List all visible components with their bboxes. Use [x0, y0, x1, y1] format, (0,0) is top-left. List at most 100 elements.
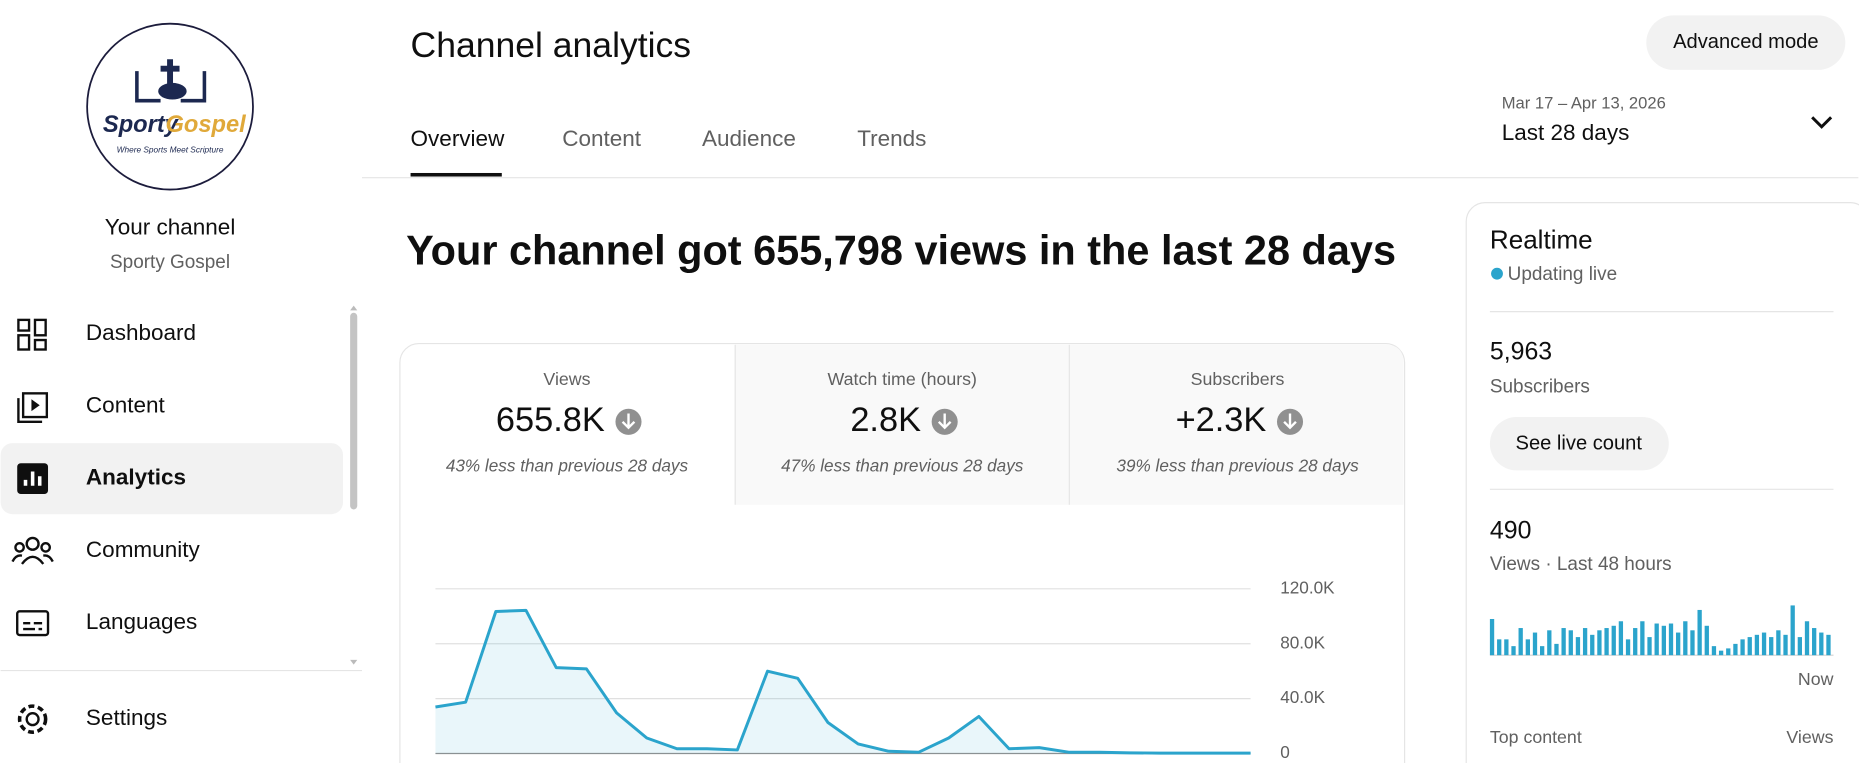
date-picker[interactable]: Mar 17 – Apr 13, 2026 Last 28 days: [1502, 94, 1833, 145]
bar: [1590, 634, 1595, 656]
nav-label: Settings: [86, 705, 167, 730]
channel-label: Your channel: [105, 215, 236, 240]
bar: [1489, 618, 1495, 656]
nav-label: Content: [86, 392, 166, 417]
sidebar: Sporty Gospel Where Sports Meet Scriptur…: [0, 22, 362, 734]
metric-value: 2.8K: [850, 401, 921, 439]
bar: [1761, 632, 1767, 656]
views-label: Views · Last 48 hours: [1490, 554, 1672, 575]
bar: [1747, 637, 1752, 656]
live-status: Updating live: [1508, 264, 1617, 285]
tab[interactable]: Overview: [411, 126, 506, 151]
bar: [1826, 634, 1831, 656]
bar: [1690, 630, 1695, 656]
bar: [1640, 621, 1645, 656]
button-bg: [1489, 417, 1669, 471]
bar: [1804, 621, 1810, 656]
nav-label: Analytics: [86, 465, 186, 490]
bar: [1575, 637, 1581, 656]
icon: [14, 542, 25, 553]
bar: [1532, 632, 1538, 656]
y-tick-label: 0: [1280, 742, 1290, 762]
live-count-button[interactable]: See live count: [1489, 417, 1669, 471]
tab[interactable]: Trends: [857, 126, 926, 151]
top-views: Views: [1786, 727, 1833, 747]
nav-item[interactable]: Settings: [17, 704, 168, 734]
icon: [25, 536, 40, 551]
bar: [1783, 634, 1788, 656]
icon: [40, 542, 51, 553]
date-range: Mar 17 – Apr 13, 2026: [1502, 94, 1666, 113]
bar: [1654, 623, 1659, 656]
bar: [1733, 643, 1738, 656]
bar: [1812, 628, 1817, 656]
chevron: [1811, 116, 1833, 129]
bar: [1497, 639, 1502, 656]
y-tick-label: 120.0K: [1280, 577, 1335, 597]
icon: [17, 704, 48, 734]
tab[interactable]: Content: [562, 126, 642, 151]
advanced-button[interactable]: Advanced mode: [1646, 15, 1846, 70]
bar: [1547, 630, 1552, 656]
tab-indicator: [410, 172, 502, 177]
views-count: 490: [1490, 517, 1532, 545]
bar: [1611, 625, 1616, 656]
bar: [1661, 625, 1666, 656]
bar: [1554, 643, 1559, 656]
realtime-title: Realtime: [1490, 225, 1593, 255]
area: [435, 610, 1251, 754]
logo-word: Sporty: [103, 112, 180, 138]
icon: [17, 318, 31, 332]
icon: [17, 398, 43, 423]
nav-item[interactable]: Languages: [16, 609, 197, 637]
metric-label: Subscribers: [1191, 369, 1285, 389]
icon: [33, 338, 47, 351]
scrollbar: [350, 312, 358, 510]
nav-item[interactable]: Content: [17, 392, 166, 423]
bar: [1776, 630, 1781, 656]
nav-label: Languages: [86, 609, 197, 634]
bar: [1618, 621, 1624, 656]
subscriber-label: Subscribers: [1490, 376, 1590, 397]
nav-label: Dashboard: [86, 320, 196, 345]
tab[interactable]: Audience: [702, 126, 796, 151]
bar: [1711, 646, 1717, 656]
nav-item[interactable]: Community: [11, 536, 201, 565]
nav-item[interactable]: Analytics: [17, 463, 186, 495]
bar: [1540, 646, 1545, 656]
bar: [1754, 634, 1760, 656]
trend-arrow: [937, 413, 952, 430]
bar: [1604, 628, 1609, 656]
nav-label: Community: [86, 537, 201, 562]
bar: [1769, 637, 1774, 656]
y-tick-label: 80.0K: [1280, 632, 1325, 652]
channel-name: Sporty Gospel: [110, 252, 230, 273]
metric-value: 655.8K: [496, 401, 605, 439]
metric-label: Watch time (hours): [828, 369, 977, 389]
bar: [1561, 628, 1566, 656]
metric-note: 39% less than previous 28 days: [1116, 455, 1359, 475]
bar: [1790, 605, 1795, 656]
top-content: Top content: [1490, 727, 1582, 747]
metric-label: Views: [543, 369, 590, 389]
logo-word: Gospel: [165, 112, 246, 138]
realtime-card: [1465, 202, 1859, 768]
icon: [23, 471, 42, 486]
bar: [1704, 625, 1709, 656]
bar: [1525, 639, 1530, 656]
icon: [31, 399, 40, 412]
nav-item[interactable]: Dashboard: [17, 318, 196, 351]
bar: [1511, 646, 1516, 656]
icon: [25, 712, 40, 727]
logo-ball: [158, 82, 187, 100]
logo-book: [135, 71, 207, 103]
page-title: Channel analytics: [411, 25, 691, 65]
icon: [23, 622, 43, 631]
bar: [1740, 639, 1745, 656]
nav-active-bg: [0, 443, 344, 515]
button-label: See live count: [1516, 433, 1643, 455]
bar: [1668, 623, 1674, 656]
live-dot: [1491, 267, 1503, 280]
